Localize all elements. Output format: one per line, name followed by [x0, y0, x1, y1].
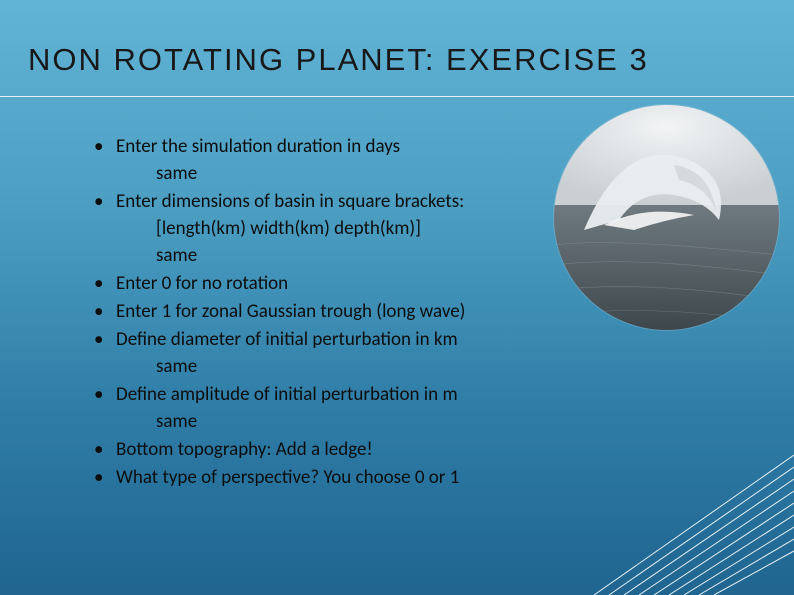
page-title: NON ROTATING PLANET: EXERCISE 3 — [28, 42, 766, 78]
title-band: NON ROTATING PLANET: EXERCISE 3 — [0, 42, 794, 97]
bullet-text: Enter the simulation duration in days — [116, 135, 400, 158]
bullet-sub: same — [116, 243, 608, 270]
list-item: What type of perspective? You choose 0 o… — [88, 465, 608, 492]
bullet-text: Enter 1 for zonal Gaussian trough (long … — [116, 300, 465, 323]
bullet-text: Enter dimensions of basin in square brac… — [116, 190, 464, 213]
bullet-text: Enter 0 for no rotation — [116, 272, 288, 295]
bullet-text: Define amplitude of initial perturbation… — [116, 383, 458, 406]
list-item: Define amplitude of initial perturbation… — [88, 382, 608, 436]
wave-icon — [554, 105, 779, 330]
bullet-sub: same — [116, 354, 608, 381]
bullet-list: Enter the simulation duration in days sa… — [88, 134, 608, 492]
list-item: Enter 1 for zonal Gaussian trough (long … — [88, 299, 608, 326]
bullet-content: Enter the simulation duration in days sa… — [88, 134, 608, 493]
list-item: Define diameter of initial perturbation … — [88, 327, 608, 381]
list-item: Bottom topography: Add a ledge! — [88, 437, 608, 464]
bullet-sub: [length(km) width(km) depth(km)] — [116, 216, 608, 243]
list-item: Enter the simulation duration in days sa… — [88, 134, 608, 188]
list-item: Enter dimensions of basin in square brac… — [88, 189, 608, 270]
list-item: Enter 0 for no rotation — [88, 271, 608, 298]
wave-photo — [554, 105, 779, 330]
bullet-text: Bottom topography: Add a ledge! — [116, 438, 373, 461]
bullet-text: What type of perspective? You choose 0 o… — [116, 466, 459, 489]
bullet-sub: same — [116, 161, 608, 188]
slide: NON ROTATING PLANET: EXERCISE 3 Enter th… — [0, 0, 794, 595]
bullet-sub: same — [116, 409, 608, 436]
bullet-text: Define diameter of initial perturbation … — [116, 328, 458, 351]
